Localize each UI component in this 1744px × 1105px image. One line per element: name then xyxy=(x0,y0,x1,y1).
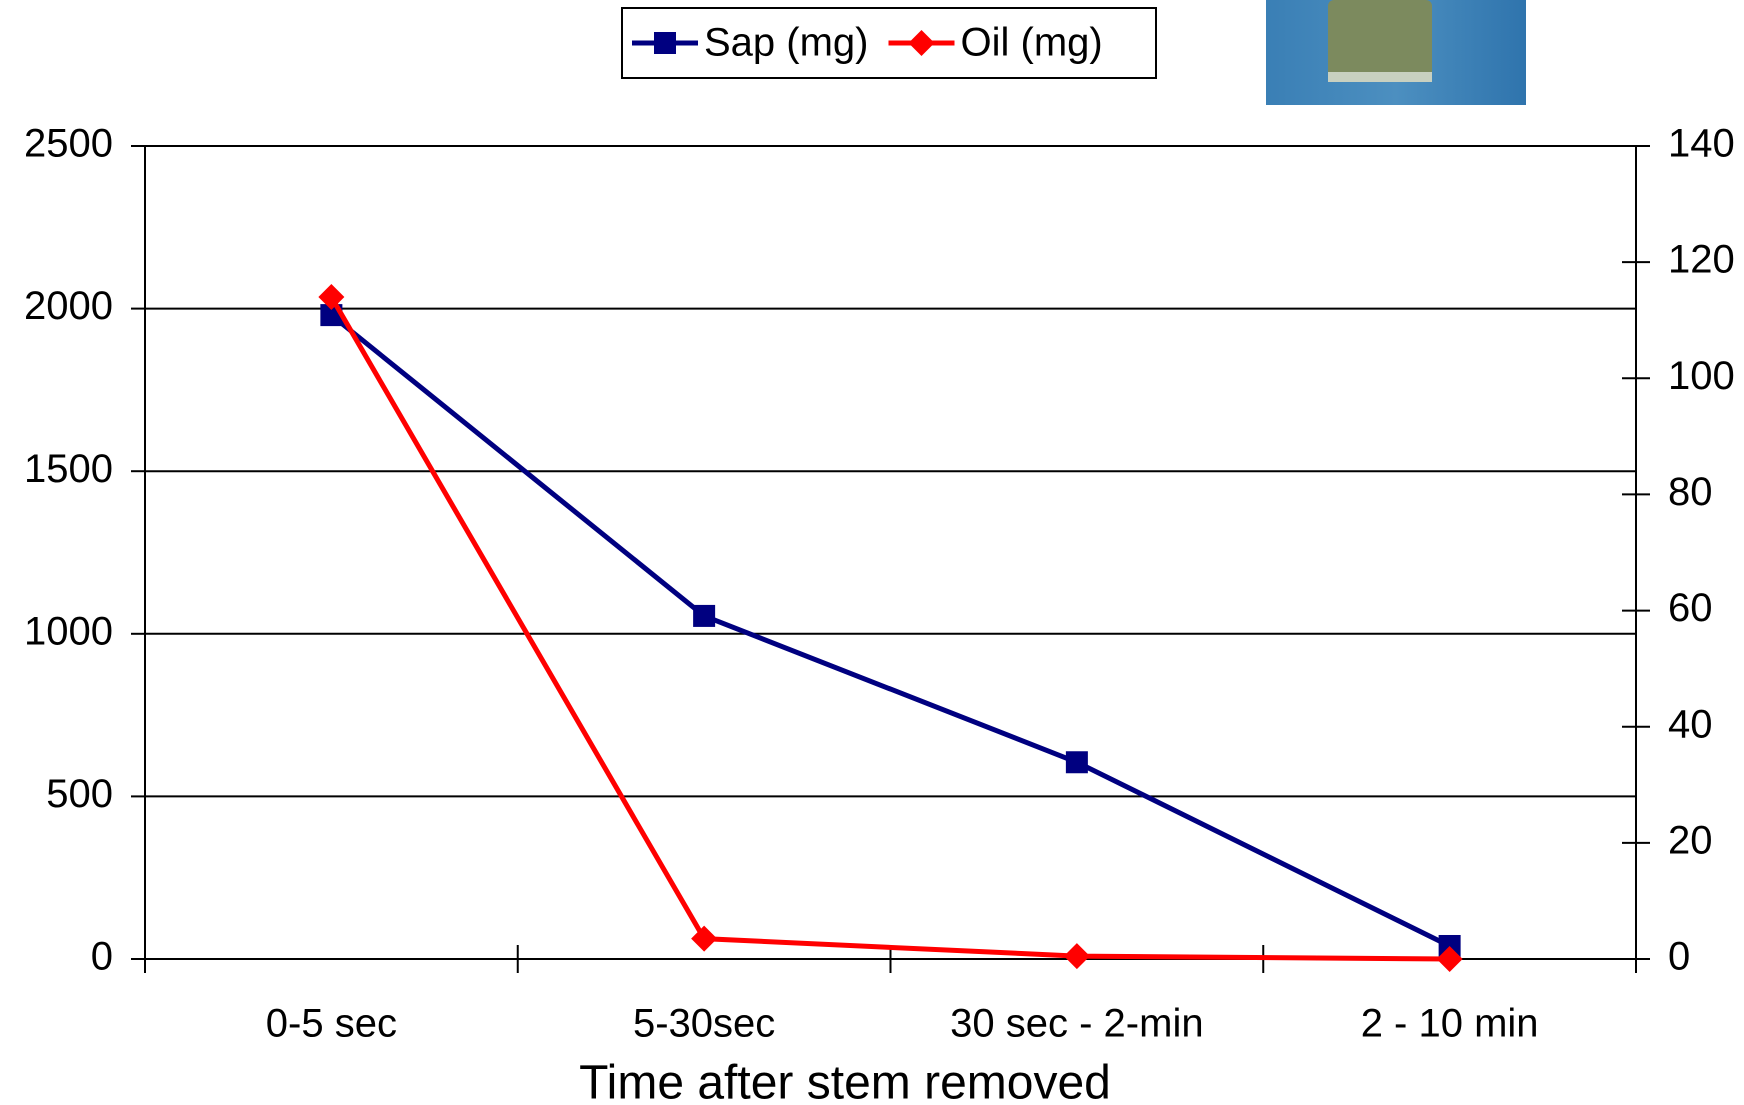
legend-marker xyxy=(654,32,676,54)
y2-tick-label: 20 xyxy=(1668,818,1713,862)
y2-tick-label: 120 xyxy=(1668,238,1735,282)
data-point xyxy=(693,605,715,627)
x-tick-label: 5-30sec xyxy=(633,1002,775,1046)
series-line xyxy=(331,297,1449,959)
data-point xyxy=(1066,751,1088,773)
y-tick-label: 2500 xyxy=(24,122,113,166)
y2-tick-label: 80 xyxy=(1668,470,1713,514)
y-tick-label: 500 xyxy=(46,772,113,816)
y-tick-label: 0 xyxy=(91,935,113,979)
legend-label: Oil (mg) xyxy=(961,21,1103,65)
y2-tick-label: 40 xyxy=(1668,702,1713,746)
y-tick-label: 1000 xyxy=(24,609,113,653)
y2-tick-label: 140 xyxy=(1668,122,1735,166)
x-axis-title: Time after stem removed xyxy=(579,1057,1111,1105)
data-point xyxy=(691,926,717,952)
data-point xyxy=(1064,943,1090,969)
y-tick-label: 1500 xyxy=(24,447,113,491)
x-tick-label: 0-5 sec xyxy=(266,1002,397,1046)
y-tick-label: 2000 xyxy=(24,284,113,328)
page: {"chart_data": {"type": "line", "x_label… xyxy=(0,0,1744,1105)
y2-tick-label: 0 xyxy=(1668,935,1690,979)
chart: Sap (mg) Oil (mg) Time after stem removed… xyxy=(0,0,1744,1105)
x-tick-label: 30 sec - 2-min xyxy=(950,1002,1203,1046)
x-tick-label: 2 - 10 min xyxy=(1361,1002,1539,1046)
series-line xyxy=(331,315,1449,946)
legend-label: Sap (mg) xyxy=(704,21,869,65)
y2-tick-label: 60 xyxy=(1668,586,1713,630)
photo xyxy=(1266,0,1526,105)
legend: Sap (mg) Oil (mg) xyxy=(622,8,1156,78)
y2-tick-label: 100 xyxy=(1668,354,1735,398)
